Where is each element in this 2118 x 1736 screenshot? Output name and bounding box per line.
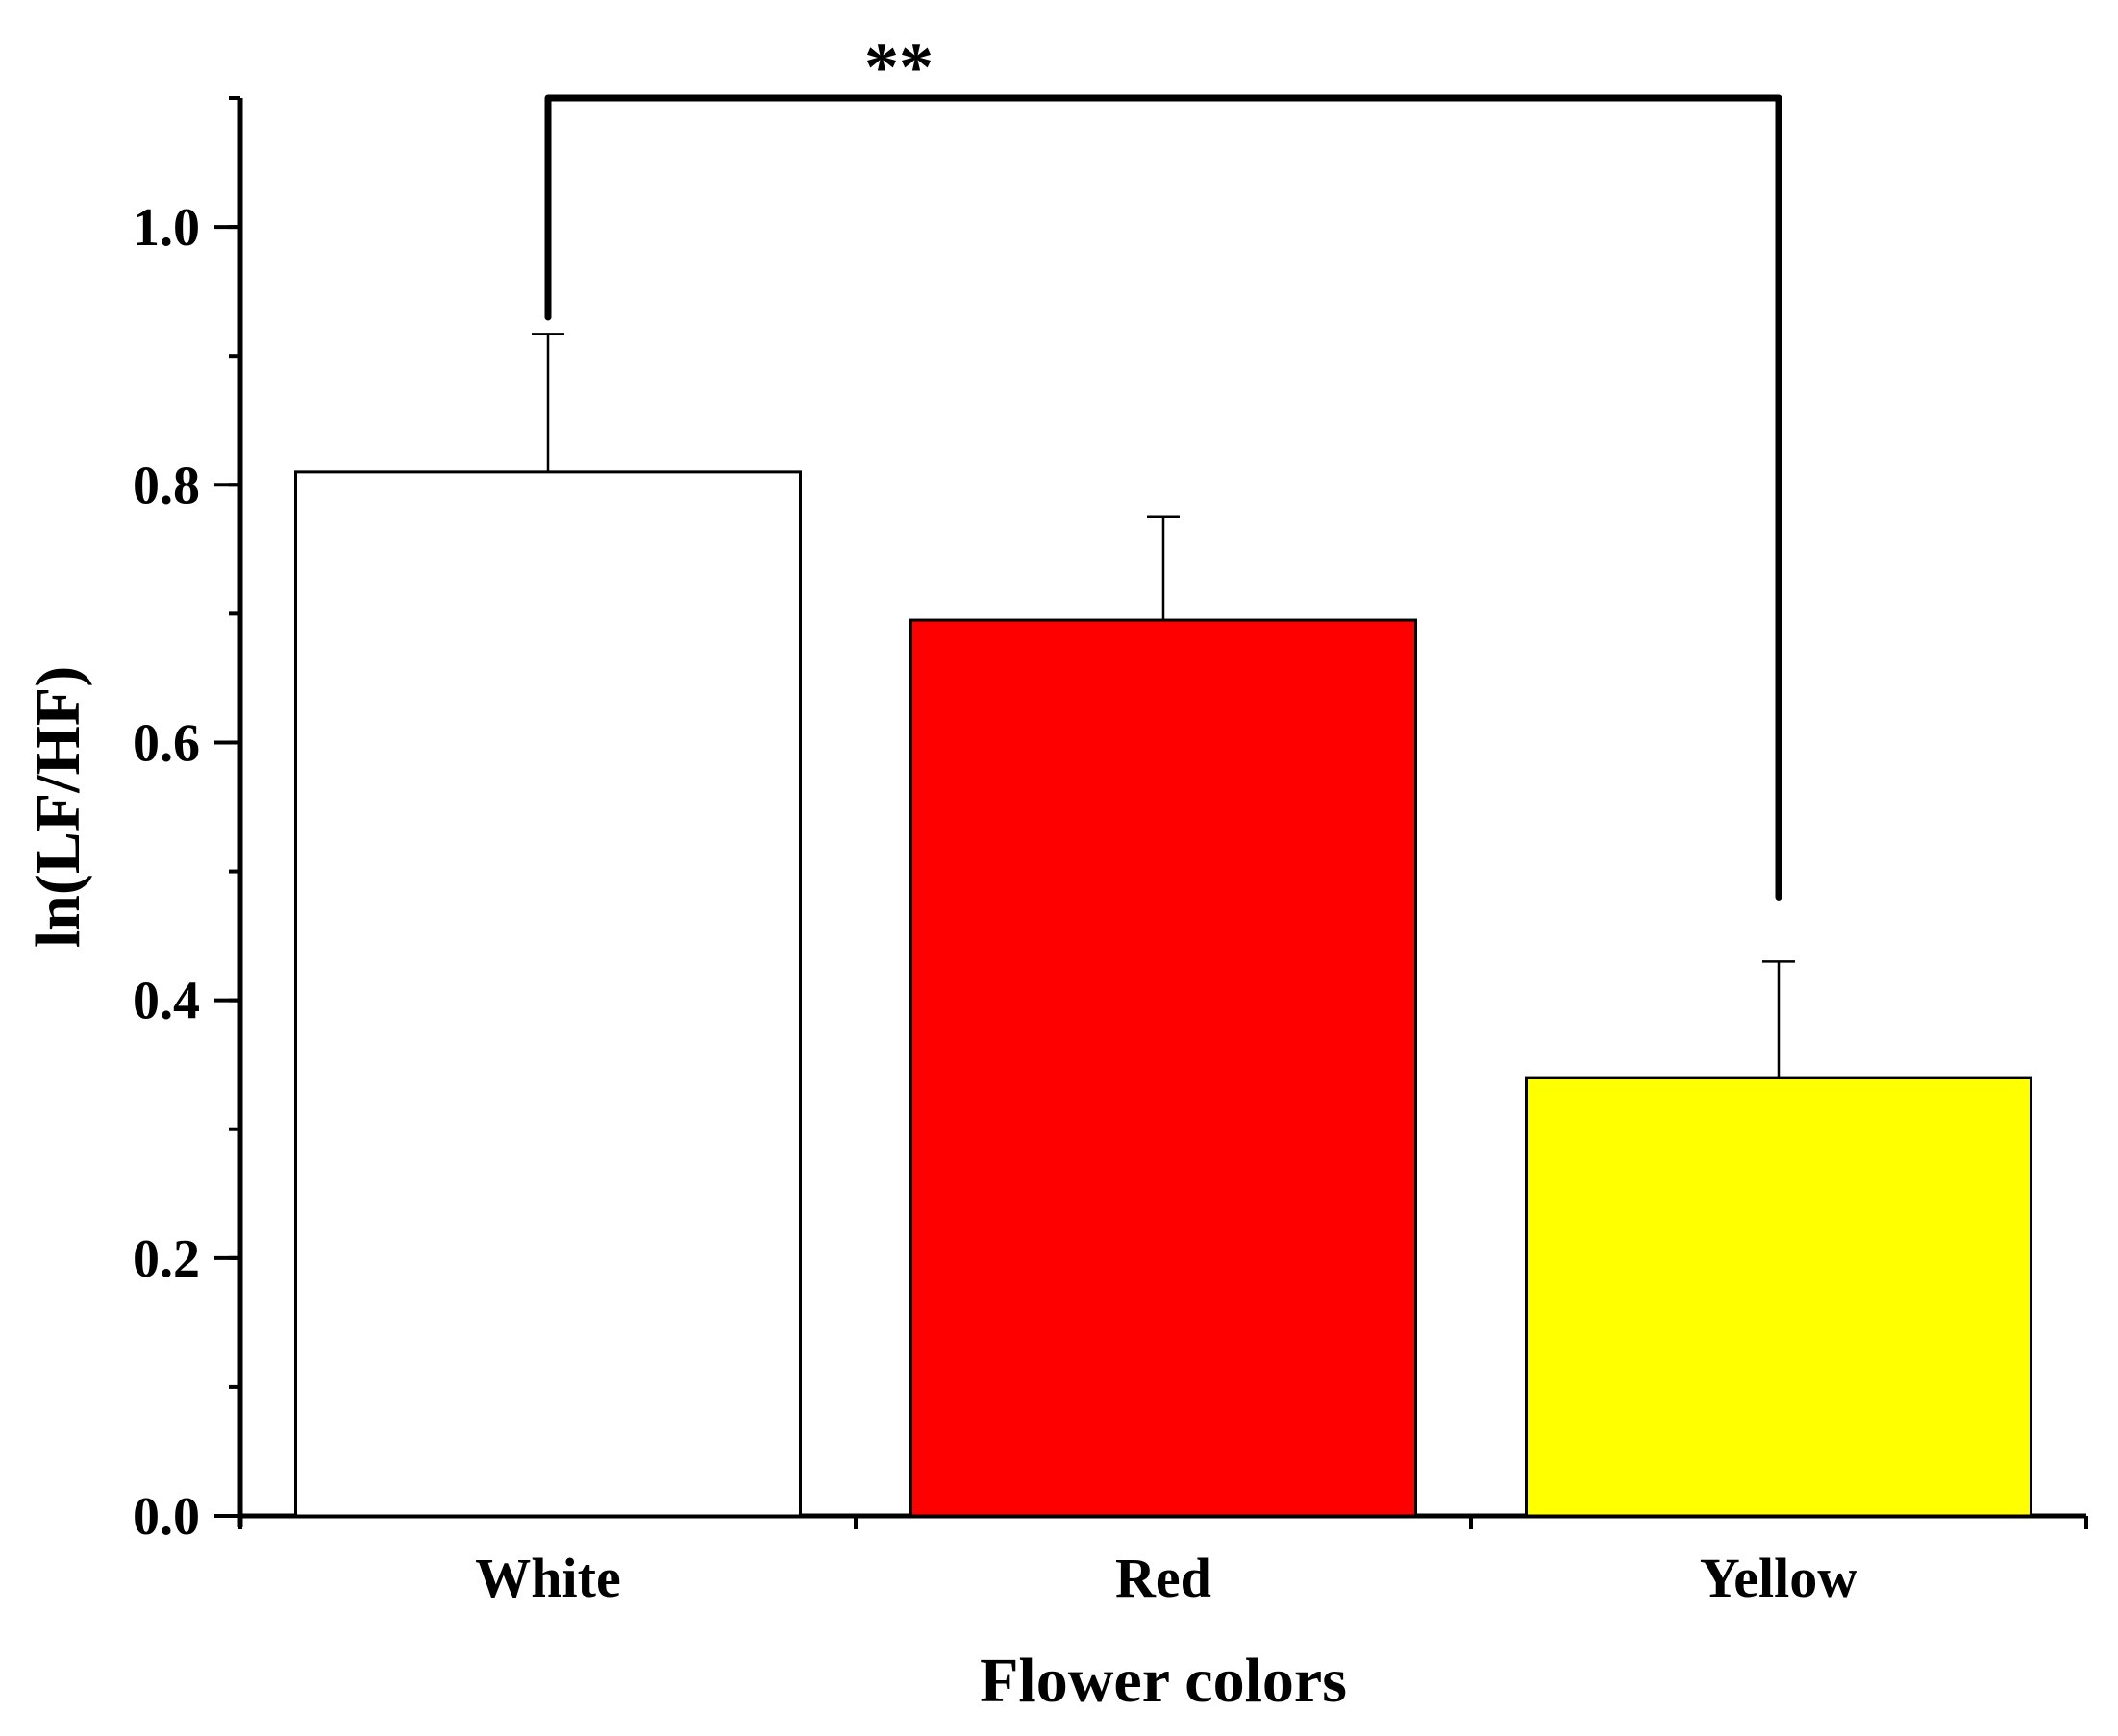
y-tick-label: 1.0 xyxy=(133,198,200,258)
x-tick-label: Red xyxy=(1115,1547,1211,1609)
y-tick-label: 0.6 xyxy=(133,713,200,773)
y-tick-label: 0.4 xyxy=(133,972,200,1031)
y-axis-label: ln(LF/HF) xyxy=(23,666,93,948)
y-tick-label: 0.0 xyxy=(133,1487,200,1547)
bars-group xyxy=(294,470,2032,1518)
x-tick-label: Yellow xyxy=(1700,1547,1857,1609)
significance-label: ** xyxy=(864,29,934,106)
error-bars-group xyxy=(532,333,1795,1079)
labels-group: 0.0 0.2 0.4 0.6 0.8 1.0 White Red Yellow Flower c… xyxy=(23,198,1857,1716)
significance-bracket xyxy=(544,94,1782,901)
bar-red xyxy=(909,618,1417,1518)
significance-group: ** xyxy=(544,29,1782,901)
x-axis-label: Flower colors xyxy=(980,1646,1347,1716)
y-tick-label: 0.8 xyxy=(133,456,200,515)
x-tick-label: White xyxy=(475,1547,620,1609)
y-tick-label: 0.2 xyxy=(133,1229,200,1289)
bar-white xyxy=(294,470,802,1518)
bar-yellow xyxy=(1525,1076,2032,1518)
